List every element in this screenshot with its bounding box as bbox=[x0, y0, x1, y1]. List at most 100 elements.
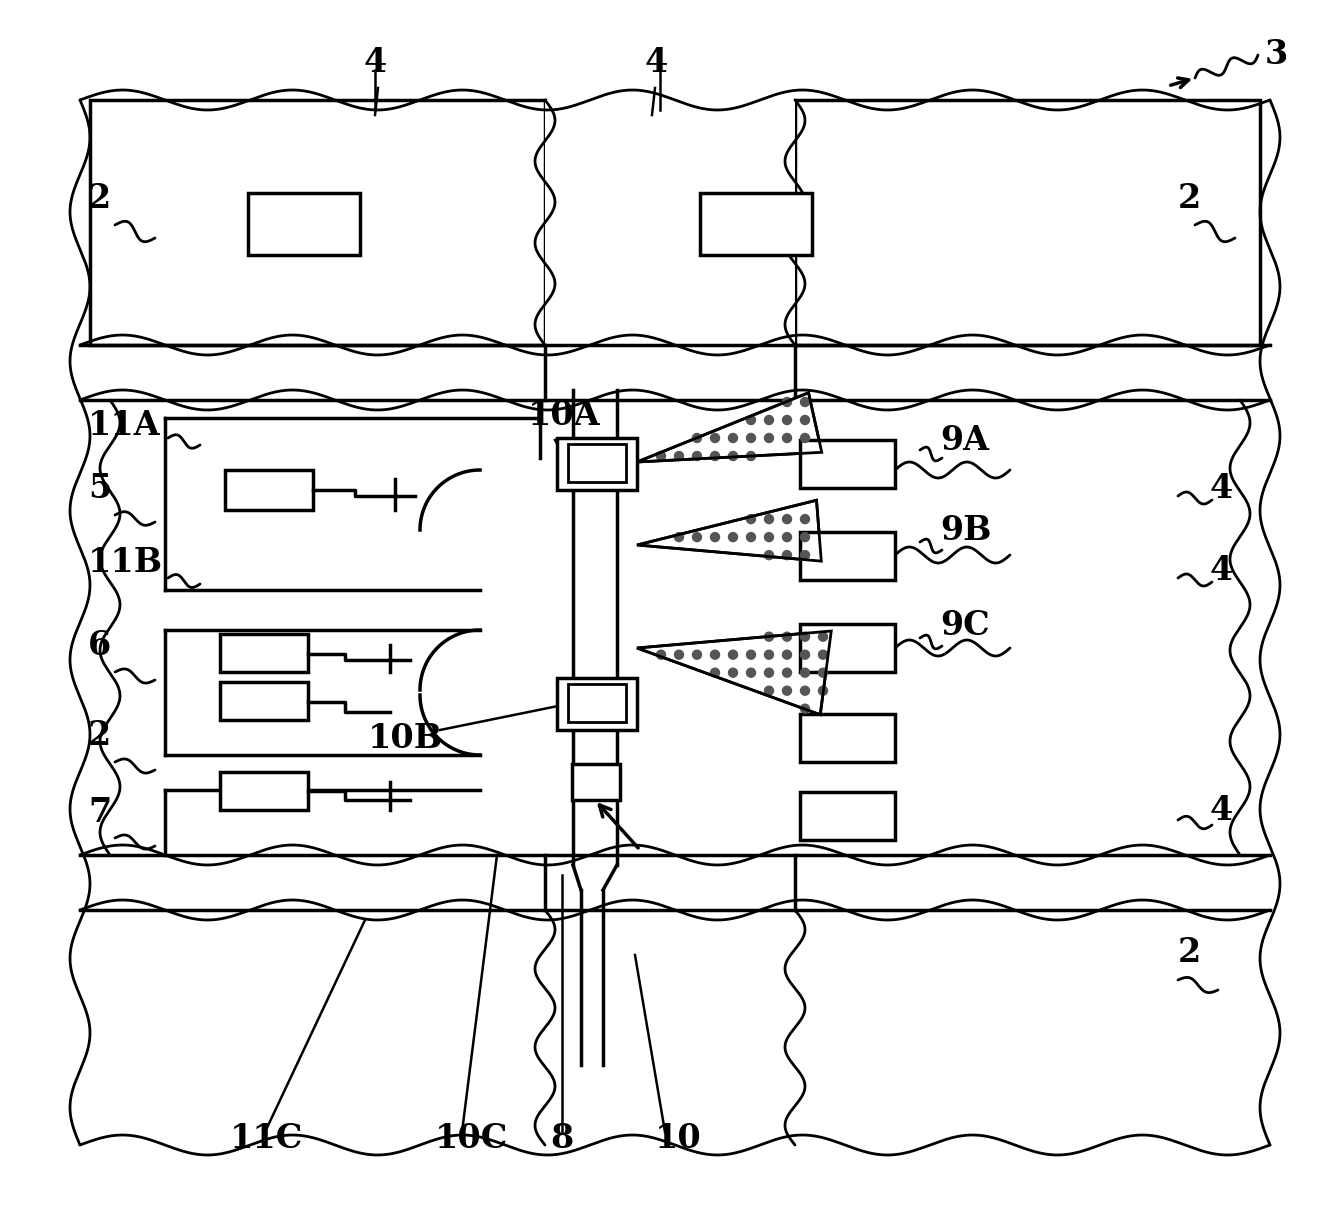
Circle shape bbox=[675, 452, 683, 460]
Circle shape bbox=[657, 651, 666, 659]
Text: 2: 2 bbox=[1177, 936, 1201, 969]
Bar bbox=[700, 193, 812, 255]
Circle shape bbox=[675, 533, 683, 541]
Text: 9B: 9B bbox=[940, 515, 991, 547]
Text: 9C: 9C bbox=[940, 609, 990, 642]
Text: 2: 2 bbox=[1177, 182, 1201, 214]
Bar bbox=[795, 100, 1260, 345]
Text: 10A: 10A bbox=[528, 399, 601, 433]
Circle shape bbox=[764, 651, 773, 659]
Circle shape bbox=[692, 452, 702, 460]
Circle shape bbox=[728, 669, 738, 677]
Text: 11A: 11A bbox=[88, 408, 161, 442]
Bar bbox=[545, 400, 795, 856]
Circle shape bbox=[728, 452, 738, 460]
Bar bbox=[567, 443, 626, 482]
Circle shape bbox=[819, 633, 828, 641]
Text: 6: 6 bbox=[88, 629, 112, 662]
Circle shape bbox=[783, 651, 792, 659]
Circle shape bbox=[800, 416, 809, 424]
Circle shape bbox=[692, 651, 702, 659]
Bar bbox=[249, 193, 360, 255]
Bar bbox=[221, 682, 308, 721]
Bar bbox=[221, 772, 308, 810]
Circle shape bbox=[764, 416, 773, 424]
Circle shape bbox=[783, 633, 792, 641]
Circle shape bbox=[747, 434, 755, 442]
Circle shape bbox=[819, 686, 828, 695]
Circle shape bbox=[728, 651, 738, 659]
Bar bbox=[795, 400, 1260, 856]
Text: 5: 5 bbox=[88, 472, 112, 505]
Circle shape bbox=[800, 398, 809, 406]
Circle shape bbox=[783, 398, 792, 406]
Polygon shape bbox=[637, 393, 821, 462]
Circle shape bbox=[747, 651, 755, 659]
Circle shape bbox=[764, 633, 773, 641]
Text: 2: 2 bbox=[88, 719, 112, 752]
Circle shape bbox=[711, 651, 719, 659]
Bar bbox=[557, 437, 637, 490]
Bar bbox=[571, 764, 621, 800]
Bar bbox=[90, 100, 545, 345]
Circle shape bbox=[747, 416, 755, 424]
Bar bbox=[567, 684, 626, 722]
Circle shape bbox=[800, 533, 809, 541]
Circle shape bbox=[783, 686, 792, 695]
Circle shape bbox=[747, 533, 755, 541]
Text: 11B: 11B bbox=[88, 546, 163, 578]
Circle shape bbox=[800, 515, 809, 524]
Circle shape bbox=[800, 686, 809, 695]
Bar bbox=[225, 470, 314, 510]
Circle shape bbox=[747, 669, 755, 677]
Text: 10C: 10C bbox=[435, 1122, 508, 1156]
Text: 4: 4 bbox=[1209, 794, 1233, 827]
Bar bbox=[545, 100, 795, 345]
Circle shape bbox=[783, 551, 792, 559]
Bar bbox=[90, 400, 545, 856]
Text: 9A: 9A bbox=[940, 424, 989, 457]
Text: 10B: 10B bbox=[368, 722, 443, 756]
Circle shape bbox=[764, 551, 773, 559]
Circle shape bbox=[764, 669, 773, 677]
Circle shape bbox=[800, 651, 809, 659]
Polygon shape bbox=[637, 631, 831, 715]
Bar bbox=[90, 910, 1260, 1145]
Circle shape bbox=[747, 515, 755, 524]
Circle shape bbox=[800, 633, 809, 641]
Bar bbox=[800, 624, 894, 672]
Text: 8: 8 bbox=[550, 1122, 573, 1156]
Text: 2: 2 bbox=[88, 182, 112, 214]
Circle shape bbox=[800, 669, 809, 677]
Circle shape bbox=[711, 533, 719, 541]
Text: 4: 4 bbox=[1209, 554, 1233, 587]
Circle shape bbox=[800, 704, 809, 713]
Bar bbox=[800, 440, 894, 488]
Circle shape bbox=[728, 533, 738, 541]
Polygon shape bbox=[637, 500, 821, 562]
Circle shape bbox=[711, 452, 719, 460]
Circle shape bbox=[728, 434, 738, 442]
Text: 3: 3 bbox=[1265, 39, 1288, 71]
Circle shape bbox=[783, 416, 792, 424]
Circle shape bbox=[657, 452, 666, 460]
Circle shape bbox=[711, 434, 719, 442]
Circle shape bbox=[819, 669, 828, 677]
Circle shape bbox=[783, 533, 792, 541]
Text: 7: 7 bbox=[88, 797, 112, 829]
Text: 4: 4 bbox=[364, 46, 387, 80]
Circle shape bbox=[692, 434, 702, 442]
Circle shape bbox=[800, 434, 809, 442]
Circle shape bbox=[747, 452, 755, 460]
Circle shape bbox=[764, 686, 773, 695]
Bar bbox=[800, 531, 894, 580]
Text: 4: 4 bbox=[645, 46, 668, 80]
Bar bbox=[221, 634, 308, 672]
Bar bbox=[557, 678, 637, 730]
Text: 10: 10 bbox=[655, 1122, 702, 1156]
Circle shape bbox=[819, 651, 828, 659]
Circle shape bbox=[764, 434, 773, 442]
Circle shape bbox=[675, 651, 683, 659]
Text: 4: 4 bbox=[1209, 472, 1233, 505]
Bar bbox=[800, 715, 894, 762]
